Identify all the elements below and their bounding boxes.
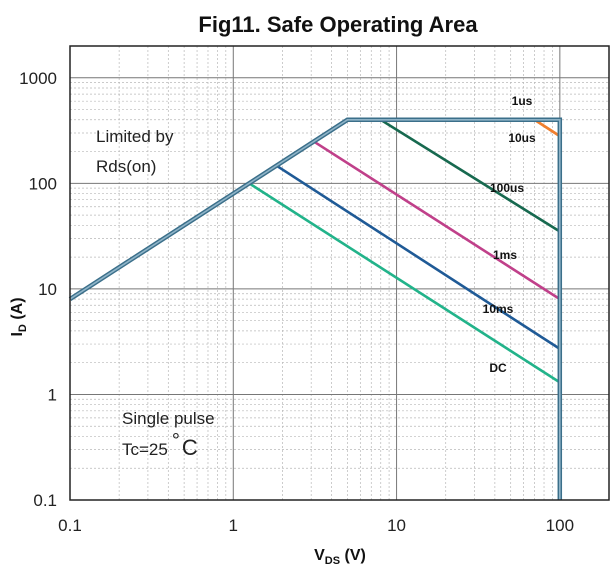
series-label-100us: 100us xyxy=(490,181,524,195)
x-tick-label: 10 xyxy=(387,516,406,535)
x-axis-label: VDS (V) xyxy=(314,547,366,567)
x-axis-label-main: V xyxy=(314,547,325,564)
y-tick-label: 0.1 xyxy=(33,491,57,510)
series-line-100us xyxy=(380,118,561,233)
annotation-single-pulse: Single pulse xyxy=(122,409,215,428)
series-label-1ms: 1ms xyxy=(493,248,517,262)
x-tick-label: 0.1 xyxy=(58,516,82,535)
series-line-10ms xyxy=(274,163,561,350)
y-tick-label: 100 xyxy=(29,174,57,193)
series-line-1ms xyxy=(312,140,561,301)
series-label-10ms: 10ms xyxy=(483,302,514,316)
series-lines xyxy=(248,118,561,384)
degree-symbol: ° xyxy=(172,430,180,452)
y-axis-label: ID (A) xyxy=(9,297,29,336)
series-line-10us xyxy=(533,118,561,138)
x-tick-label: 1 xyxy=(229,516,238,535)
x-tick-label: 100 xyxy=(546,516,574,535)
plot-frame xyxy=(69,45,610,501)
y-axis-label-sub: D xyxy=(17,324,29,332)
series-label-10us: 10us xyxy=(508,131,536,145)
annotation-limited-line1: Limited by xyxy=(96,127,174,146)
annotation-tc: Tc=25 °C xyxy=(122,430,198,460)
minor-gridlines xyxy=(70,46,609,500)
series-line-DC xyxy=(248,182,561,384)
y-tick-label: 1000 xyxy=(19,69,57,88)
series-label-DC: DC xyxy=(489,361,507,375)
series-label-1us: 1us xyxy=(512,94,533,108)
x-tick-labels: 0.1 1 10 100 xyxy=(58,516,574,535)
y-axis-label-unit: (A) xyxy=(9,297,26,324)
boundary-highlight xyxy=(69,119,561,500)
chart-title: Fig11. Safe Operating Area xyxy=(198,12,478,37)
y-tick-label: 1 xyxy=(48,385,57,404)
y-tick-labels: 0.1 1 10 100 1000 xyxy=(19,69,57,510)
annotation-limited-line2: Rds(on) xyxy=(96,157,156,176)
soa-boundary xyxy=(68,117,563,500)
y-axis-label-main: I xyxy=(9,332,26,336)
y-tick-label: 10 xyxy=(38,280,57,299)
annotation-tc-unit: C xyxy=(182,435,198,460)
x-axis-label-sub: DS xyxy=(325,555,340,567)
series-labels: 1us 10us 100us 1ms 10ms DC xyxy=(483,94,536,375)
annotation-tc-value: Tc=25 xyxy=(122,440,168,459)
x-axis-label-unit: (V) xyxy=(340,547,366,564)
